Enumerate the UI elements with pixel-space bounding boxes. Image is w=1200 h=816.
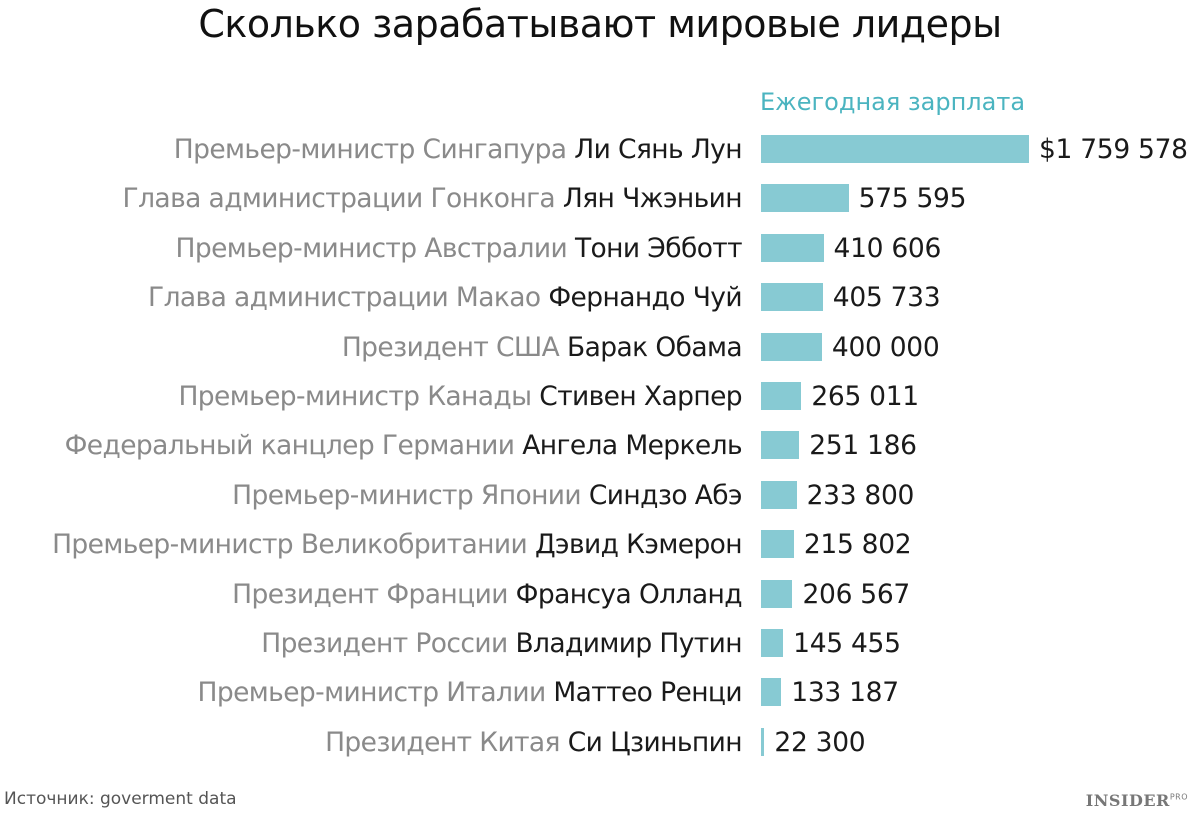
salary-bar <box>761 530 794 559</box>
chart-row: Премьер-министр Сингапура Ли Сянь Лун $1 … <box>0 133 1200 167</box>
salary-bar <box>761 727 765 756</box>
value-label: $1 759 578 <box>1039 134 1188 165</box>
leader-role: Премьер-министр Сингапура <box>173 134 567 165</box>
leader-name: Фернандо Чуй <box>548 282 742 314</box>
salary-bar <box>761 431 800 460</box>
leader-name: Ангела Меркель <box>522 430 742 462</box>
value-label: 22 300 <box>774 726 866 758</box>
chart-row: Президент США Барак Обама 400 000 <box>0 331 1200 365</box>
chart-title: Сколько зарабатывают мировые лидеры <box>198 2 1002 46</box>
chart-row: Президент России Владимир Путин 145 455 <box>0 627 1200 661</box>
value-label: 215 802 <box>803 529 912 561</box>
category-label: Глава администрации Макао Фернандо Чуй <box>148 281 743 315</box>
leader-name: Стивен Харпер <box>539 381 742 412</box>
chart-row: Премьер-министр Великобритании Дэвид Кэм… <box>0 528 1200 562</box>
category-label: Президент России Владимир Путин <box>261 627 742 661</box>
leader-role: Премьер-министр Австралии <box>175 232 568 264</box>
category-label: Премьер-министр Италии Маттео Ренци <box>197 676 743 710</box>
category-label: Премьер-министр Великобритании Дэвид Кэм… <box>52 528 743 562</box>
salary-bar <box>761 382 802 410</box>
category-label: Федеральный канцлер Германии Ангела Мерк… <box>64 429 743 463</box>
chart-row: Президент Китая Си Цзиньпин 22 300 <box>0 726 1200 760</box>
value-label: 133 187 <box>791 677 899 709</box>
value-label: 145 455 <box>793 628 901 659</box>
salary-bar <box>761 579 793 608</box>
category-label: Глава администрации Гонконга Лян Чжэньин <box>122 182 743 216</box>
value-label: 405 733 <box>832 282 941 314</box>
leader-role: Президент Китая <box>325 726 560 758</box>
category-label: Премьер-министр Канады Стивен Харпер <box>178 380 742 414</box>
leader-role: Премьер-министр Италии <box>197 677 547 709</box>
value-label: 410 606 <box>833 232 942 264</box>
category-label: Премьер-министр Австралии Тони Эбботт <box>175 232 743 266</box>
leader-role: Премьер-министр Великобритании <box>52 529 528 561</box>
leader-name: Франсуа Олланд <box>515 578 743 610</box>
leader-name: Владимир Путин <box>515 628 742 659</box>
leader-name: Тони Эбботт <box>574 232 743 264</box>
brand-logo: INSIDERPRO <box>1086 791 1188 810</box>
salary-bar <box>761 629 784 657</box>
chart-subtitle: Ежегодная зарплата <box>760 88 1026 116</box>
salary-bar <box>761 184 849 213</box>
chart-row: Президент Франции Франсуа Олланд 206 567 <box>0 578 1200 612</box>
leader-name: Барак Обама <box>567 331 743 363</box>
category-label: Президент США Барак Обама <box>341 331 743 365</box>
leader-name: Ли Сянь Лун <box>574 134 742 165</box>
chart-row: Глава администрации Макао Фернандо Чуй 40… <box>0 281 1200 315</box>
salary-bar <box>761 283 823 312</box>
leader-role: Президент США <box>341 331 560 363</box>
leader-name: Дэвид Кэмерон <box>534 529 743 561</box>
chart-row: Премьер-министр Японии Синдзо Абэ 233 800 <box>0 479 1200 513</box>
leader-role: Президент Франции <box>232 578 508 610</box>
leader-role: Федеральный канцлер Германии <box>64 430 515 462</box>
salary-bar <box>761 480 797 509</box>
chart-row: Премьер-министр Австралии Тони Эбботт 410… <box>0 232 1200 266</box>
leader-role: Глава администрации Макао <box>148 282 541 314</box>
brand-main: INSIDER <box>1085 791 1170 810</box>
leader-role: Премьер-министр Японии <box>232 479 582 511</box>
value-label: 265 011 <box>811 381 919 412</box>
chart-row: Премьер-министр Канады Стивен Харпер 265 … <box>0 380 1200 414</box>
brand-suffix: PRO <box>1169 792 1188 802</box>
salary-bar <box>761 332 822 361</box>
leader-name: Лян Чжэньин <box>562 183 743 215</box>
chart-row: Федеральный канцлер Германии Ангела Мерк… <box>0 429 1200 463</box>
source-note: Источник: goverment data <box>4 789 237 809</box>
value-label: 400 000 <box>831 331 940 363</box>
leader-role: Глава администрации Гонконга <box>122 183 556 215</box>
salary-bar <box>761 678 782 707</box>
leader-name: Маттео Ренци <box>553 677 742 709</box>
leader-name: Си Цзиньпин <box>567 726 743 758</box>
value-label: 251 186 <box>809 430 917 462</box>
salary-bar <box>761 233 824 262</box>
leader-name: Синдзо Абэ <box>588 479 743 511</box>
value-label: 575 595 <box>858 183 967 215</box>
category-label: Премьер-министр Сингапура Ли Сянь Лун <box>173 133 743 167</box>
category-label: Президент Китая Си Цзиньпин <box>325 726 743 760</box>
chart-row: Глава администрации Гонконга Лян Чжэньин… <box>0 182 1200 216</box>
value-label: 233 800 <box>806 479 915 511</box>
category-label: Президент Франции Франсуа Олланд <box>232 578 742 612</box>
salary-bar <box>761 135 1029 163</box>
leader-role: Премьер-министр Канады <box>178 381 532 412</box>
category-label: Премьер-министр Японии Синдзо Абэ <box>232 479 742 513</box>
chart-row: Премьер-министр Италии Маттео Ренци 133 1… <box>0 676 1200 710</box>
leader-role: Президент России <box>261 628 508 659</box>
value-label: 206 567 <box>802 578 910 610</box>
